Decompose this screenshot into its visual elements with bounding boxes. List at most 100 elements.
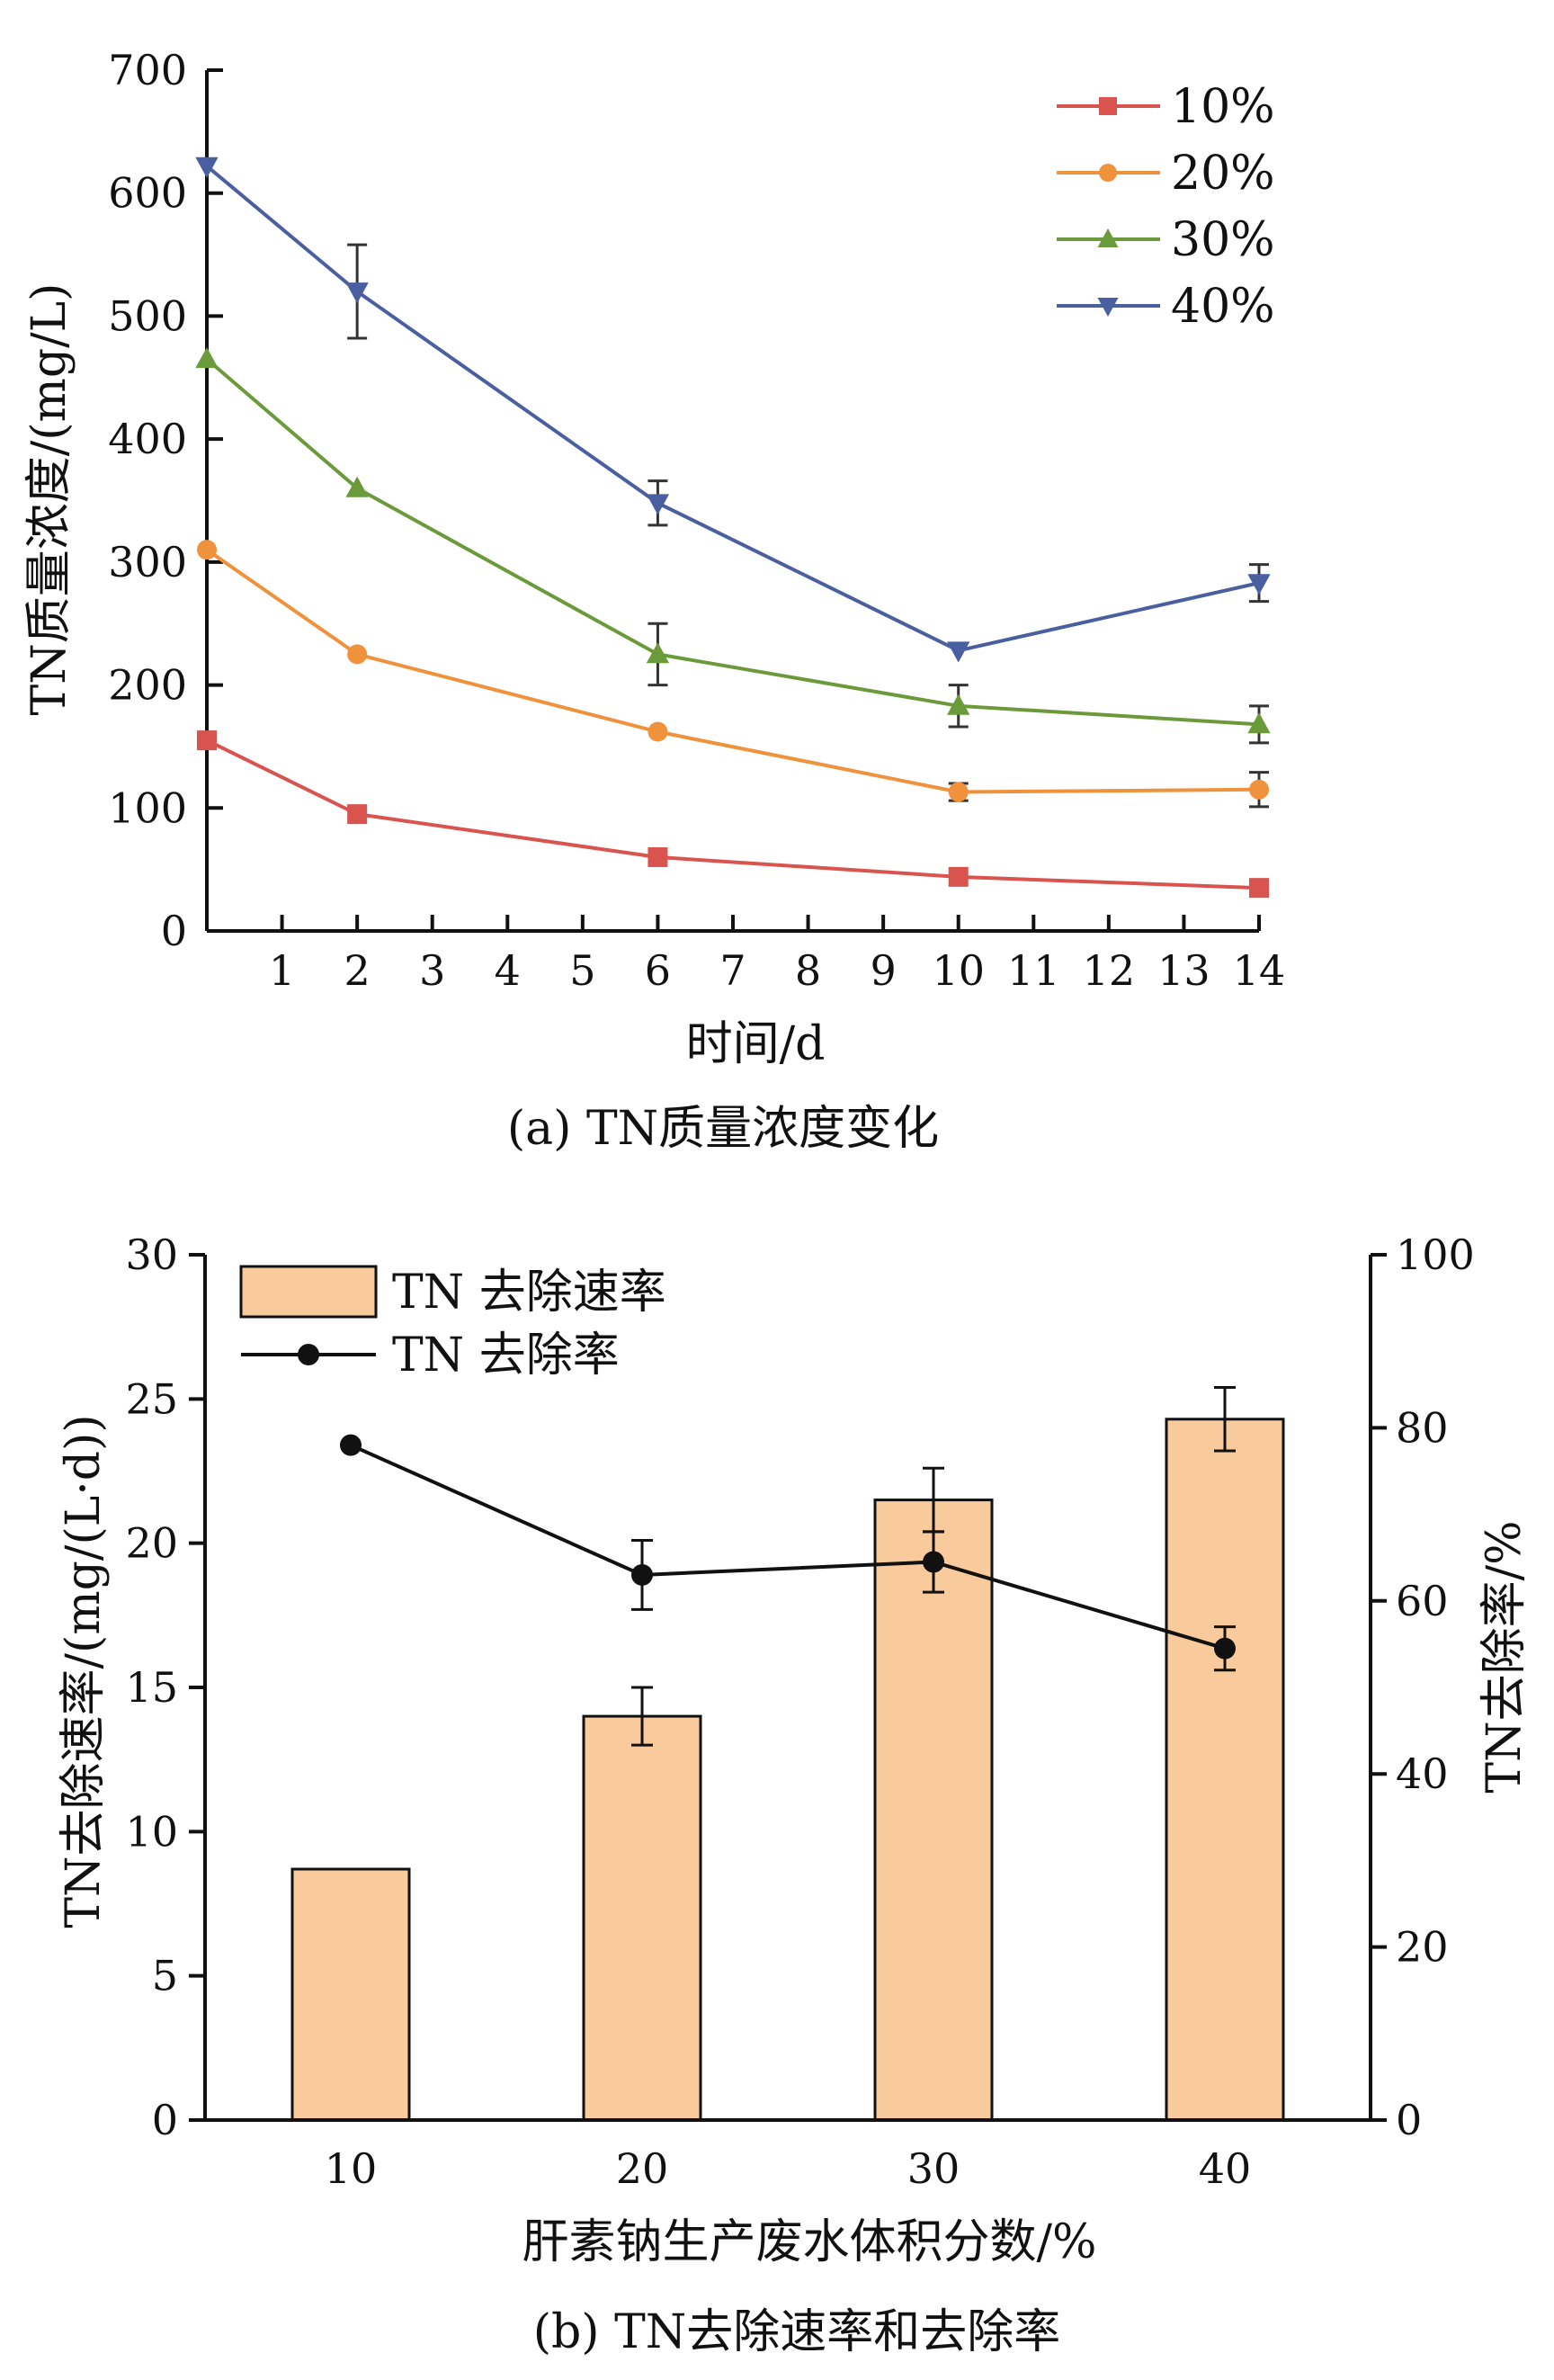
panel-b-right-tick-label: 40	[1396, 1749, 1449, 1798]
panel-a-data-point	[947, 693, 970, 715]
panel-b-removal-rate-line	[340, 1434, 1236, 1672]
panel-b-x-tick-label: 10	[325, 2144, 378, 2193]
panel-a-y-tick-label: 0	[161, 907, 187, 955]
panel-b-left-y-ticks: 0 5 10 15 20 25 30	[125, 1230, 205, 2144]
panel-a-legend-label: 30%	[1171, 213, 1275, 267]
panel-a-legend-label: 20%	[1171, 147, 1275, 201]
panel-a-y-tick-label: 700	[108, 46, 187, 94]
panel-b-legend: TN 去除速率 TN 去除率	[239, 1265, 666, 1382]
panel-a-data-point	[646, 642, 670, 664]
panel-a-x-tick-label: 1	[269, 946, 295, 995]
panel-a-x-tick-label: 14	[1233, 946, 1286, 995]
panel-a-data-point	[347, 804, 368, 825]
panel-a-x-tick-label: 8	[795, 946, 821, 995]
panel-a-y-tick-label: 100	[108, 783, 187, 832]
panel-b-x-tick-label: 20	[616, 2144, 669, 2193]
panel-b-x-tick-label: 30	[907, 2144, 960, 2193]
panel-a-legend-marker	[1099, 164, 1117, 182]
panel-b-bar-line-chart: 0 5 10 15 20 25 30 0 20 40 60 80 100 10 20 30 40 TN 去除…	[57, 1230, 1532, 2359]
panel-b-line-point	[340, 1434, 362, 1456]
panel-a-data-point	[345, 476, 369, 497]
panel-b-bar	[873, 1499, 994, 2122]
panel-b-right-tick-label: 60	[1396, 1577, 1449, 1625]
panel-a-y-ticks: 0 100 200 300 400 500 600 700	[108, 46, 223, 955]
panel-a-legend-marker	[1099, 97, 1117, 115]
panel-a-data-point	[648, 721, 668, 742]
panel-a-data-point	[948, 782, 969, 802]
panel-a-data-point	[195, 347, 219, 369]
panel-a-y-tick-label: 300	[108, 538, 187, 586]
panel-a-x-tick-label: 5	[569, 946, 595, 995]
panel-a-x-tick-label: 11	[1007, 946, 1060, 995]
panel-a-data-point	[646, 494, 670, 515]
panel-b-x-tick-label: 40	[1199, 2144, 1252, 2193]
panel-a-y-axis-label: TN质量浓度/(mg/L)	[22, 283, 76, 716]
panel-a-x-axis-label: 时间/d	[686, 1017, 826, 1071]
panel-b-bar	[582, 1714, 702, 2122]
panel-a-axes	[205, 70, 1259, 933]
panel-b-line-point	[631, 1563, 653, 1586]
panel-a-y-tick-label: 200	[108, 661, 187, 710]
panel-a-series-10pct	[197, 730, 1269, 899]
panel-b-line-point	[923, 1551, 944, 1573]
panel-b-line-path	[350, 1443, 1226, 1651]
panel-b-right-tick-label: 20	[1396, 1923, 1449, 1972]
panel-b-left-tick-label: 20	[125, 1519, 178, 1568]
panel-a-x-tick-label: 10	[932, 946, 985, 995]
panel-a-series-30pct	[195, 347, 1271, 745]
panel-b-legend-bar-swatch	[239, 1265, 378, 1319]
panel-a-x-ticks: 1 2 3 4 5 6 7 8 9 10 11 12 13 14	[269, 915, 1285, 995]
panel-a-data-point	[197, 730, 217, 751]
panel-a-y-tick-label: 500	[108, 291, 187, 340]
panel-a-x-tick-label: 4	[495, 946, 521, 995]
panel-b-left-tick-label: 10	[125, 1807, 178, 1856]
panel-a-legend-label: 10%	[1171, 80, 1275, 134]
panel-a-legend: 10% 20% 30% 40%	[1057, 80, 1275, 334]
panel-b-caption: (b) TN去除速率和去除率	[533, 2305, 1061, 2359]
panel-b-bar	[290, 1867, 411, 2122]
panel-b-y2-axis-label: TN去除率/%	[1478, 1520, 1532, 1793]
panel-a-data-point	[1249, 779, 1269, 800]
panel-b-x-ticks: 10 20 30 40	[325, 2144, 1252, 2193]
panel-b-right-y-ticks: 0 20 40 60 80 100	[1371, 1230, 1475, 2144]
panel-a-data-point	[195, 157, 219, 178]
panel-b-x-axis-label: 肝素钠生产废水体积分数/%	[522, 2215, 1097, 2269]
panel-a-caption: (a) TN质量浓度变化	[507, 1102, 939, 1156]
panel-a-x-tick-label: 7	[719, 946, 746, 995]
panel-a-x-tick-label: 12	[1083, 946, 1136, 995]
panel-a-series-20pct	[197, 540, 1269, 809]
panel-a-series-line	[205, 548, 1260, 794]
panel-a-data-point	[948, 866, 969, 887]
panel-a-data-point	[347, 644, 368, 665]
panel-a-data-point	[1249, 878, 1269, 899]
panel-b-left-tick-label: 0	[152, 2096, 178, 2144]
panel-a-data-point	[648, 846, 668, 867]
panel-b-legend-bar-label: TN 去除速率	[392, 1266, 666, 1320]
panel-b-legend-line-marker	[298, 1344, 319, 1365]
panel-b-right-tick-label: 100	[1396, 1230, 1475, 1279]
panel-b-left-tick-label: 5	[152, 1952, 178, 2000]
panel-a-y-tick-label: 400	[108, 415, 187, 463]
panel-a-series	[195, 157, 1271, 899]
panel-b-bar	[1165, 1418, 1285, 2122]
panel-a-data-point	[947, 641, 970, 663]
panel-b-y-axis-label: TN去除速率/(mg/(L·d))	[57, 1414, 111, 1928]
panel-a-data-point	[1247, 574, 1271, 595]
panel-a-data-point	[1247, 712, 1271, 734]
panel-b-legend-line-label: TN 去除率	[392, 1329, 620, 1382]
panel-b-left-tick-label: 15	[125, 1663, 178, 1712]
panel-a-legend-marker	[1097, 298, 1119, 317]
panel-b-left-tick-label: 25	[125, 1374, 178, 1423]
panel-a-series-40pct	[195, 157, 1271, 663]
panel-a-y-tick-label: 600	[108, 169, 187, 218]
panel-a-legend-marker	[1097, 228, 1119, 247]
panel-a-legend-label: 40%	[1171, 280, 1275, 334]
panel-b-bars	[290, 1386, 1285, 2122]
panel-b-right-tick-label: 0	[1396, 2096, 1422, 2144]
panel-a-x-tick-label: 6	[645, 946, 671, 995]
panel-a-x-tick-label: 13	[1157, 946, 1210, 995]
panel-a-data-point	[197, 540, 217, 560]
panel-a-x-tick-label: 2	[344, 946, 371, 995]
panel-a-x-tick-label: 3	[419, 946, 445, 995]
